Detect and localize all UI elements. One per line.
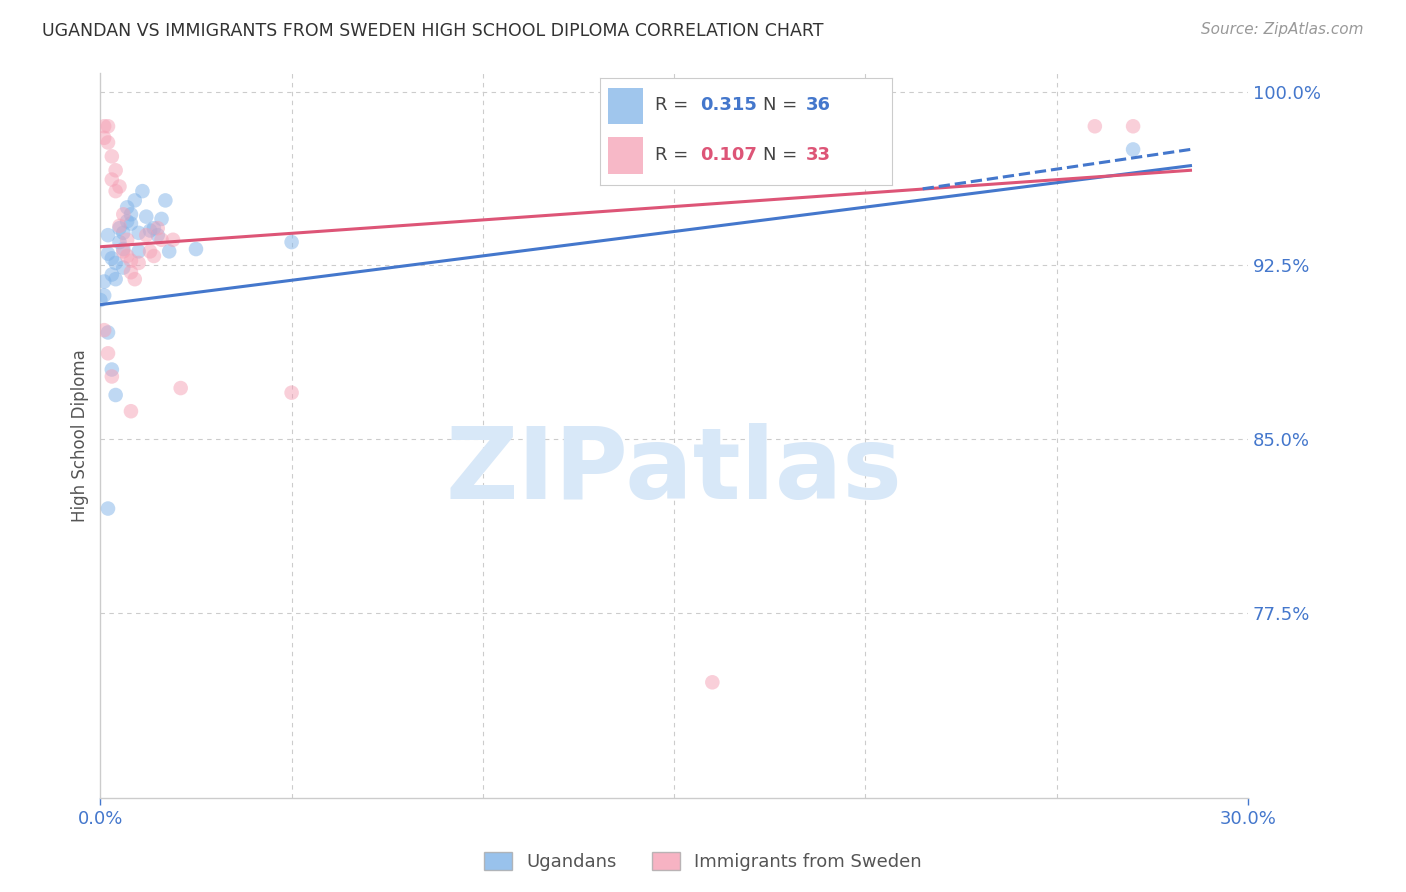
Legend: Ugandans, Immigrants from Sweden: Ugandans, Immigrants from Sweden — [477, 845, 929, 879]
Point — [93, 323, 115, 337]
Point — [157, 244, 180, 259]
Point — [150, 211, 173, 226]
Point — [112, 242, 135, 256]
Point — [108, 219, 131, 233]
Point — [120, 207, 142, 221]
Text: Source: ZipAtlas.com: Source: ZipAtlas.com — [1201, 22, 1364, 37]
Point — [702, 675, 724, 690]
Point — [115, 200, 138, 214]
Text: ZIPatlas: ZIPatlas — [446, 424, 903, 520]
Point — [112, 244, 135, 259]
Point — [131, 184, 153, 198]
Text: UGANDAN VS IMMIGRANTS FROM SWEDEN HIGH SCHOOL DIPLOMA CORRELATION CHART: UGANDAN VS IMMIGRANTS FROM SWEDEN HIGH S… — [42, 22, 824, 40]
Point — [120, 404, 142, 418]
Point — [124, 272, 146, 286]
Point — [115, 214, 138, 228]
Point — [97, 136, 120, 150]
Point — [1122, 120, 1144, 134]
Point — [184, 242, 207, 256]
Point — [280, 235, 302, 249]
Point — [150, 233, 173, 247]
Point — [101, 369, 124, 384]
Point — [108, 235, 131, 249]
Point — [128, 244, 150, 259]
Point — [93, 120, 115, 134]
Y-axis label: High School Diploma: High School Diploma — [72, 349, 89, 522]
Point — [108, 221, 131, 235]
Point — [115, 249, 138, 263]
Point — [146, 221, 169, 235]
Point — [135, 210, 157, 224]
Point — [97, 501, 120, 516]
Point — [97, 120, 120, 134]
Point — [120, 253, 142, 268]
Point — [146, 228, 169, 243]
Point — [120, 265, 142, 279]
Point — [135, 228, 157, 243]
Point — [101, 252, 124, 266]
Point — [97, 228, 120, 243]
Point — [128, 256, 150, 270]
Point — [93, 288, 115, 302]
Point — [128, 226, 150, 240]
Point — [115, 233, 138, 247]
Point — [104, 272, 127, 286]
Point — [89, 293, 111, 307]
Point — [108, 179, 131, 194]
Point — [101, 268, 124, 282]
Point — [139, 244, 162, 259]
Point — [104, 256, 127, 270]
Point — [1084, 120, 1107, 134]
Point — [112, 260, 135, 275]
Point — [97, 246, 120, 260]
Point — [93, 131, 115, 145]
Point — [93, 275, 115, 289]
Point — [101, 149, 124, 163]
Point — [124, 194, 146, 208]
Point — [97, 326, 120, 340]
Point — [112, 207, 135, 221]
Point — [155, 194, 177, 208]
Point — [170, 381, 193, 395]
Point — [139, 223, 162, 237]
Point — [104, 184, 127, 198]
Point — [280, 385, 302, 400]
Point — [142, 249, 165, 263]
Point — [101, 172, 124, 186]
Point — [104, 388, 127, 402]
Point — [142, 221, 165, 235]
Point — [104, 163, 127, 178]
Point — [120, 217, 142, 231]
Point — [101, 362, 124, 376]
Point — [97, 346, 120, 360]
Point — [162, 233, 184, 247]
Point — [1122, 143, 1144, 157]
Point — [112, 226, 135, 240]
